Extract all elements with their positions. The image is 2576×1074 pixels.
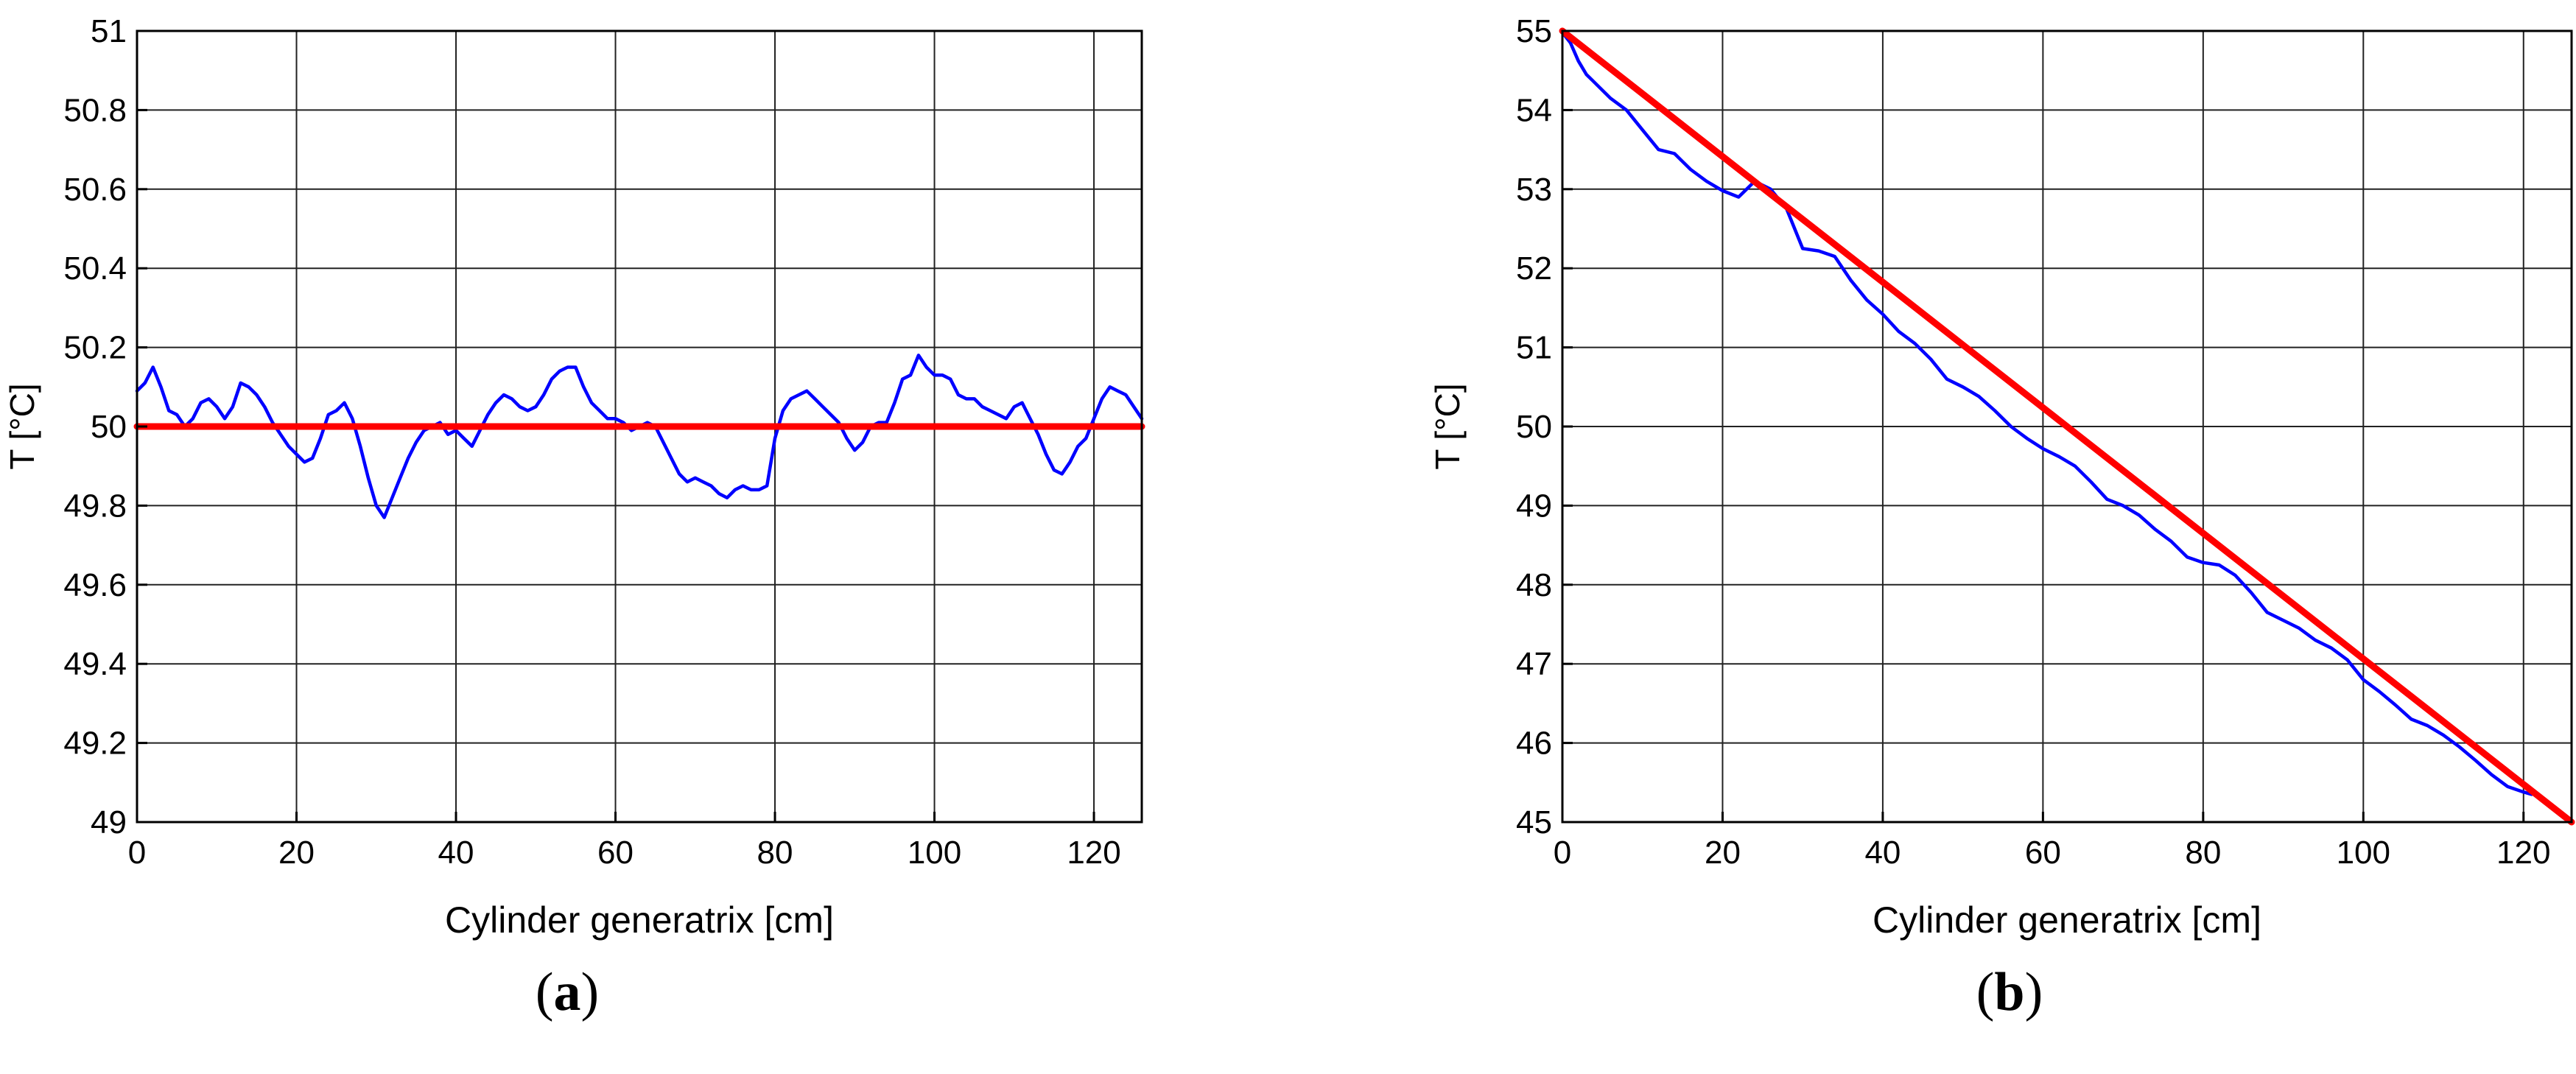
panel-b-ytick-label: 50: [1516, 409, 1552, 445]
panel-a-xtick-label: 120: [1067, 835, 1120, 871]
panel-b-ylabel: T [°C]: [1428, 383, 1467, 469]
panel-a-caption-letter: a: [553, 962, 581, 1022]
panel-a-xtick-label: 100: [908, 835, 961, 871]
panel-b-ytick-label: 47: [1516, 646, 1552, 682]
panel-b-chart: 0 20 40 60 80 100 120 45 46 47 48 49 50 51 52 53 54 55 Cyl…: [1428, 13, 2575, 941]
panel-a-chart: 0 20 40 60 80 100 120 49 49.2 49.4 49.6 49.8 50 50.2 5…: [3, 13, 1145, 941]
panel-b-reference-line: [1559, 27, 2575, 826]
panel-a-ytick-label: 50.4: [63, 250, 127, 287]
panel-b-xtick-label: 100: [2337, 835, 2390, 871]
panel-b-xtick-label: 0: [1554, 835, 1571, 871]
panel-a-ytick-label: 50.2: [63, 330, 127, 366]
panel-b-measured-line: [1560, 30, 2533, 796]
panel-a-ytick-label: 50.8: [63, 92, 127, 128]
panel-a-ytick-label: 49.8: [63, 488, 127, 524]
panel-a-ytick-label: 50.6: [63, 172, 127, 208]
panel-b-ytick-label: 55: [1516, 13, 1552, 49]
panel-b-xlabel: Cylinder generatrix [cm]: [1873, 899, 2261, 941]
panel-a-xlabel: Cylinder generatrix [cm]: [445, 899, 834, 941]
panel-b-ytick-label: 46: [1516, 726, 1552, 762]
panel-a-caption: (a): [535, 962, 600, 1022]
panel-b-xtick-label: 60: [2025, 835, 2061, 871]
panel-b-ytick-label: 48: [1516, 567, 1552, 603]
panel-b-ytick-label: 51: [1516, 330, 1552, 366]
panel-a-xtick-label: 20: [278, 835, 315, 871]
panel-a-ytick-label: 50: [91, 409, 127, 445]
panel-b-ytick-label: 45: [1516, 804, 1552, 840]
panel-a-xtick-label: 0: [128, 835, 146, 871]
panel-b-caption: (b): [1976, 962, 2043, 1022]
panel-b-xtick-label: 40: [1864, 835, 1901, 871]
panel-b-xtick-label: 80: [2185, 835, 2221, 871]
panel-a-xtick-label: 60: [597, 835, 634, 871]
panel-a-xtick-label: 40: [438, 835, 474, 871]
panel-b-ytick-label: 53: [1516, 172, 1552, 208]
panel-b-ytick-label: 52: [1516, 250, 1552, 287]
panel-a-ytick-label: 49.4: [63, 646, 127, 682]
panel-a-ytick-label: 49: [91, 804, 127, 840]
panel-b-xtick-label: 120: [2496, 835, 2550, 871]
panel-b-xtick-label: 20: [1705, 835, 1741, 871]
panel-b-ytick-label: 49: [1516, 488, 1552, 524]
panel-b-caption-letter: b: [1994, 962, 2025, 1022]
panel-a-xtick-label: 80: [757, 835, 793, 871]
panel-a-ytick-label: 49.6: [63, 567, 127, 603]
panel-b-ytick-label: 54: [1516, 92, 1552, 128]
panel-a-ytick-label: 49.2: [63, 726, 127, 762]
panel-a-ytick-label: 51: [91, 13, 127, 49]
panel-a-ylabel: T [°C]: [3, 383, 41, 469]
